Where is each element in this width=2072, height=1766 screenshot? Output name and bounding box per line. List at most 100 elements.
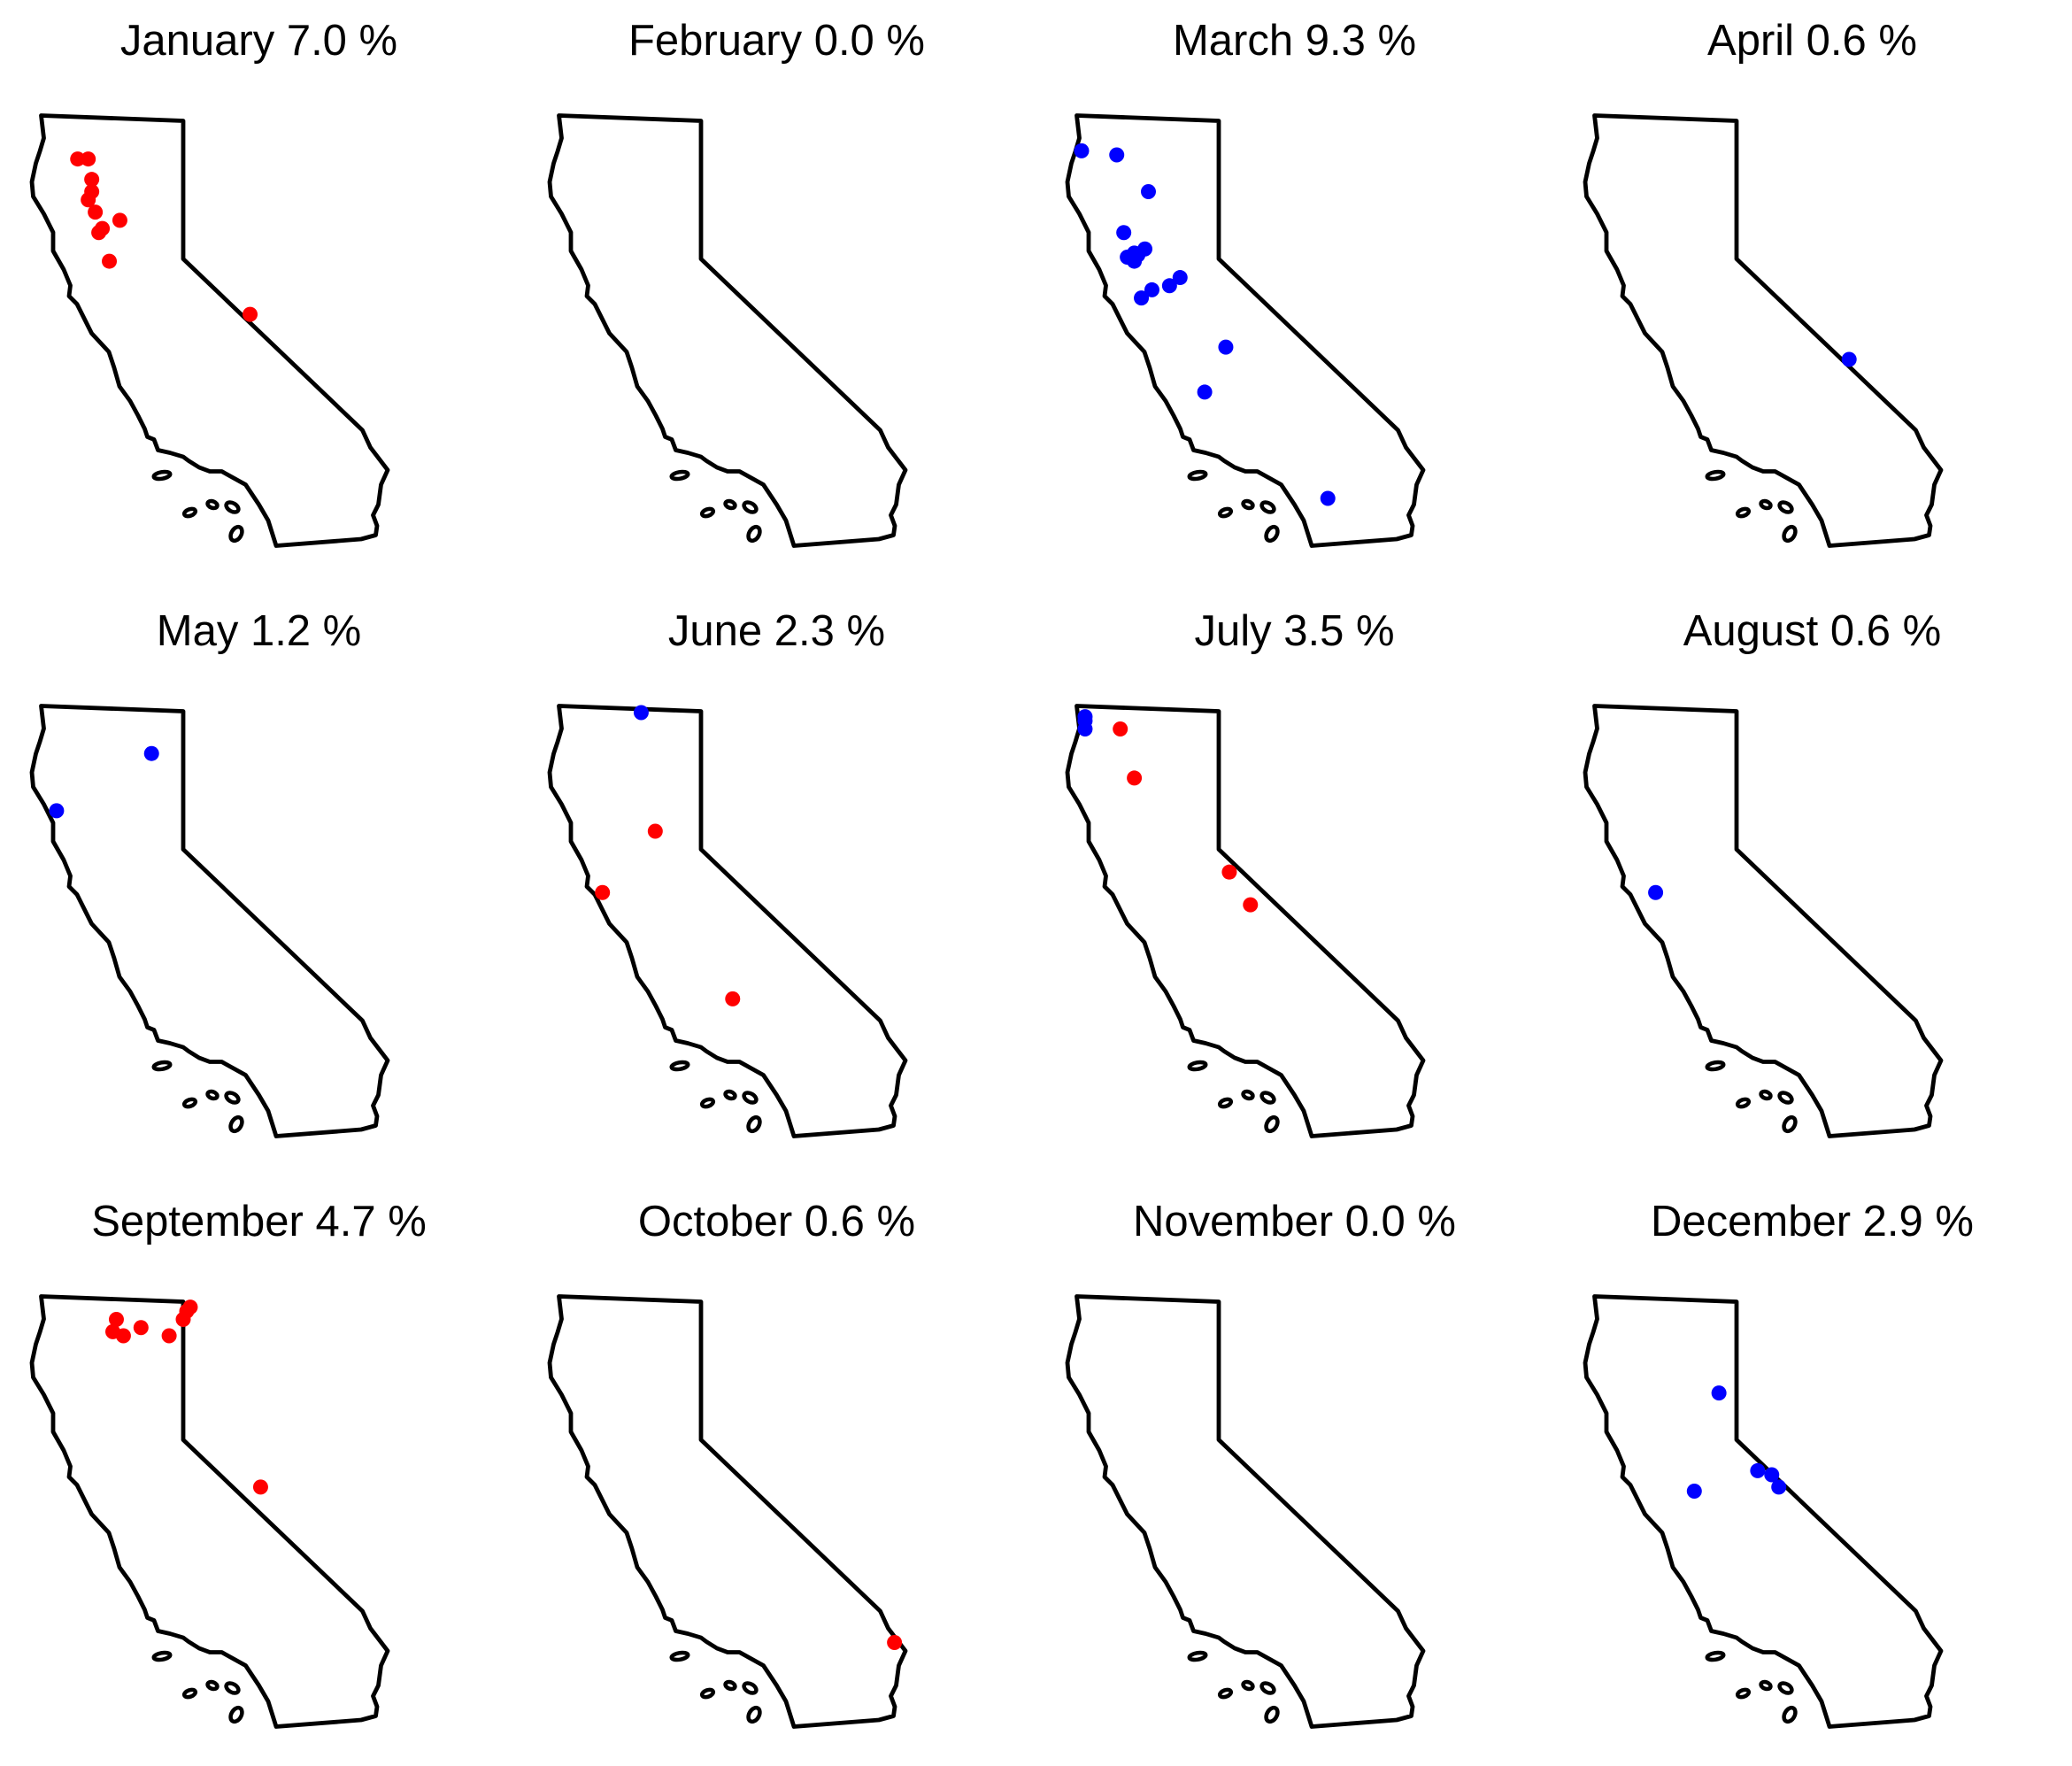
california-map — [1553, 1181, 2071, 1766]
blue-event-dot — [1172, 270, 1188, 286]
state-outline — [1585, 1297, 1941, 1727]
california-map — [0, 0, 518, 585]
blue-event-dot — [1841, 351, 1857, 367]
state-outline — [550, 116, 905, 546]
channel-island — [1187, 1650, 1208, 1662]
channel-island — [1187, 469, 1208, 482]
channel-island — [224, 500, 241, 514]
red-event-dot — [725, 991, 741, 1006]
channel-island — [151, 469, 173, 482]
channel-island — [1777, 500, 1794, 514]
map-panel-june: June 2.3 % — [518, 590, 1036, 1176]
channel-island — [181, 1687, 198, 1700]
channel-island — [723, 1679, 737, 1692]
month-label: December — [1651, 1198, 1852, 1245]
panel-title: December 2.9 % — [1553, 1197, 2071, 1246]
map-panel-july: July 3.5 % — [1036, 590, 1553, 1176]
month-label: June — [667, 607, 763, 655]
channel-island — [1217, 1097, 1234, 1109]
red-event-dot — [887, 1634, 903, 1650]
month-label: May — [156, 607, 239, 655]
map-panel-september: September 4.7 % — [0, 1181, 518, 1766]
channel-island — [1264, 1705, 1280, 1724]
map-panel-april: April 0.6 % — [1553, 0, 2071, 585]
channel-island — [1777, 1681, 1794, 1695]
red-event-dot — [1113, 721, 1128, 736]
california-map — [0, 1181, 518, 1766]
channel-island — [742, 1091, 759, 1105]
red-event-dot — [175, 1311, 191, 1327]
channel-island — [224, 1091, 241, 1105]
panel-title: August 0.6 % — [1553, 606, 2071, 656]
percent-value: 0.6 — [1794, 17, 1867, 65]
blue-event-dot — [49, 803, 65, 819]
blue-event-dot — [1648, 884, 1664, 900]
channel-island — [151, 1060, 173, 1072]
blue-event-dot — [143, 745, 159, 761]
blue-event-dot — [1077, 721, 1093, 736]
percent-unit: % — [834, 607, 886, 655]
percent-value: 0.6 — [792, 1198, 865, 1245]
channel-island — [1241, 1089, 1255, 1101]
red-event-dot — [88, 204, 104, 220]
red-event-dot — [81, 192, 96, 208]
blue-event-dot — [1134, 290, 1150, 306]
red-event-dot — [647, 823, 663, 839]
channel-island — [1259, 1091, 1276, 1105]
channel-island — [228, 524, 244, 544]
california-map — [1036, 590, 1553, 1176]
red-event-dot — [112, 212, 127, 228]
blue-event-dot — [1686, 1484, 1702, 1500]
red-event-dot — [243, 306, 258, 322]
percent-value: 0.6 — [1818, 607, 1891, 655]
channel-island — [1735, 506, 1752, 519]
red-event-dot — [252, 1479, 268, 1495]
blue-event-dot — [1764, 1467, 1780, 1483]
percent-unit: % — [375, 1198, 427, 1245]
red-event-dot — [1127, 770, 1143, 786]
map-panel-november: November 0.0 % — [1036, 1181, 1553, 1766]
channel-island — [228, 1114, 244, 1134]
map-panel-october: October 0.6 % — [518, 1181, 1036, 1766]
channel-island — [1759, 1679, 1773, 1692]
percent-unit: % — [864, 1198, 916, 1245]
red-event-dot — [108, 1311, 124, 1327]
channel-island — [1782, 1705, 1798, 1724]
channel-island — [746, 1114, 762, 1134]
red-event-dot — [81, 151, 96, 167]
percent-unit: % — [1866, 17, 1917, 65]
map-panel-january: January 7.0 % — [0, 0, 518, 585]
blue-event-dot — [1218, 339, 1234, 355]
channel-island — [699, 1687, 716, 1700]
percent-unit: % — [874, 17, 925, 65]
california-map — [1553, 0, 2071, 585]
california-map — [0, 590, 518, 1176]
red-event-dot — [1243, 897, 1259, 913]
panel-title: March 9.3 % — [1036, 16, 1553, 66]
channel-island — [723, 498, 737, 511]
state-outline — [1067, 116, 1423, 546]
month-label: July — [1194, 607, 1272, 655]
blue-event-dot — [1161, 278, 1177, 294]
red-event-dot — [91, 225, 107, 241]
channel-island — [669, 1650, 690, 1662]
map-panel-may: May 1.2 % — [0, 590, 518, 1176]
channel-island — [669, 469, 690, 482]
percent-value: 7.0 — [274, 17, 347, 65]
channel-island — [723, 1089, 737, 1101]
percent-value: 1.2 — [238, 607, 312, 655]
channel-island — [742, 1681, 759, 1695]
channel-island — [1759, 498, 1773, 511]
blue-event-dot — [1144, 281, 1159, 297]
panel-title: October 0.6 % — [518, 1197, 1036, 1246]
percent-unit: % — [1922, 1198, 1974, 1245]
channel-island — [181, 1097, 198, 1109]
percent-unit: % — [1365, 17, 1417, 65]
month-label: February — [628, 17, 803, 65]
blue-event-dot — [1141, 184, 1156, 200]
month-label: November — [1133, 1198, 1334, 1245]
state-outline — [550, 706, 905, 1137]
panel-title: May 1.2 % — [0, 606, 518, 656]
map-panel-december: December 2.9 % — [1553, 1181, 2071, 1766]
channel-island — [742, 500, 759, 514]
